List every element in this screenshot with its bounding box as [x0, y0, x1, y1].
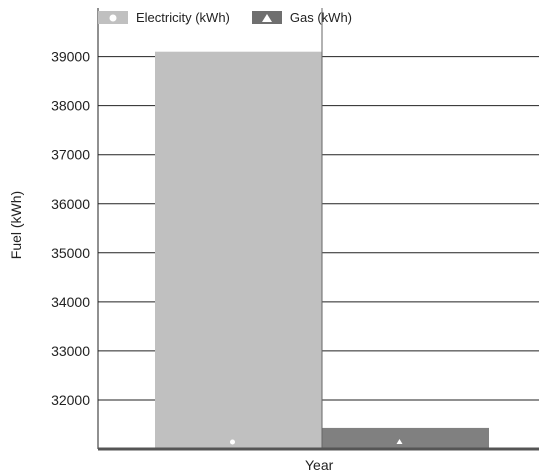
- x-axis-label: Year: [305, 457, 334, 473]
- y-tick-label: 34000: [51, 294, 90, 310]
- circle-marker-icon: [109, 14, 117, 21]
- y-tick-label: 39000: [51, 49, 90, 65]
- bar-marker-triangle-icon: [396, 439, 403, 444]
- legend-swatch-electricity: [98, 11, 128, 24]
- y-tick-label: 38000: [51, 98, 90, 114]
- bar-marker-circle-icon: [230, 439, 235, 445]
- legend-item-gas[interactable]: Gas (kWh): [251, 10, 353, 25]
- y-tick-label: 37000: [51, 147, 90, 163]
- legend-item-electricity[interactable]: Electricity (kWh): [98, 10, 230, 25]
- axes-group: [97, 8, 539, 451]
- legend-label-gas: Gas (kWh): [289, 10, 353, 25]
- legend: Electricity (kWh) Gas (kWh): [98, 10, 374, 25]
- legend-swatch-gas: [251, 11, 282, 24]
- bar-gas[interactable]: [322, 427, 489, 449]
- y-tick-labels: 32000 33000 34000 35000 36000 37000 38000 39000: [51, 49, 90, 408]
- bar-electricity[interactable]: [155, 51, 322, 449]
- triangle-marker-icon: [261, 13, 272, 22]
- y-tick-label: 32000: [51, 392, 90, 408]
- y-tick-label: 33000: [51, 343, 90, 359]
- y-tick-label: 36000: [51, 196, 90, 212]
- y-axis-label-text: Fuel (kWh): [8, 190, 24, 260]
- y-tick-label: 35000: [51, 245, 90, 261]
- legend-label-electricity: Electricity (kWh): [136, 10, 230, 25]
- bars-group: [155, 51, 489, 449]
